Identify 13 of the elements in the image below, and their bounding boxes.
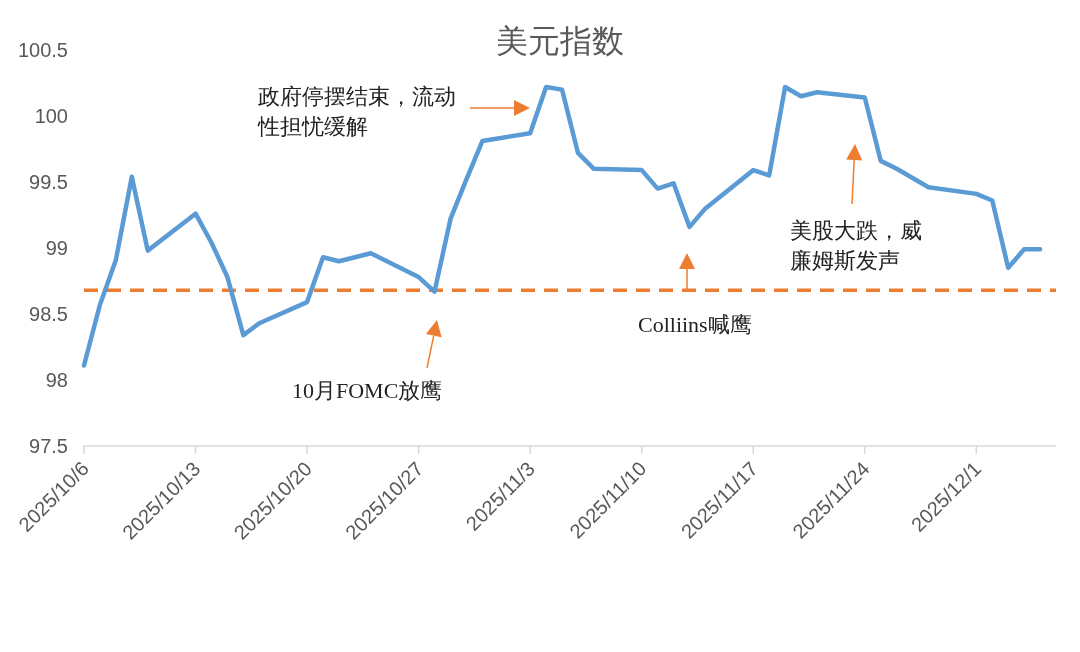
y-tick-label: 100.5 [17, 39, 68, 61]
annotation: 政府停摆结束，流动性担忧缓解 [257, 84, 456, 139]
line-series [81, 84, 1043, 368]
y-tick-label: 100 [34, 105, 68, 127]
annotation: 美股大跌，威廉姆斯发声 [790, 218, 922, 273]
y-tick-label: 98 [45, 369, 68, 391]
y-tick-label: 98.5 [29, 303, 68, 325]
annotation: 10月FOMC放鹰 [292, 378, 443, 403]
annotation: Colliins喊鹰 [638, 312, 752, 337]
y-tick-label: 99 [45, 237, 68, 259]
chart-title: 美元指数 [496, 23, 624, 59]
y-tick-label: 97.5 [29, 435, 68, 457]
y-tick-label: 99.5 [29, 171, 68, 193]
